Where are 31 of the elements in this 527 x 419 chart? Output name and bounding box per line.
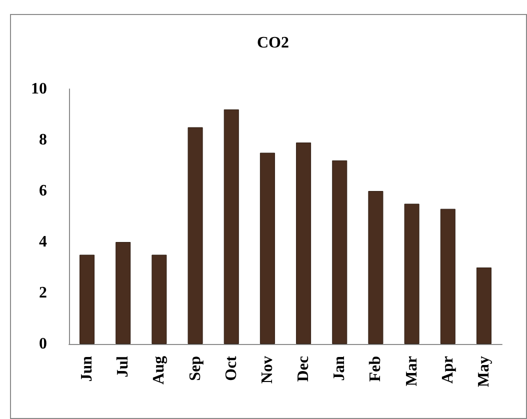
- x-tick-label: Aug: [150, 356, 168, 384]
- x-tick-label: Mar: [403, 356, 420, 386]
- bar: [80, 254, 95, 344]
- y-tick-label: 8: [39, 132, 47, 148]
- bar: [332, 160, 348, 344]
- x-tick-label: Jul: [114, 355, 132, 378]
- x-tick-label: Sep: [186, 356, 204, 381]
- x-tick-label: Nov: [258, 356, 276, 384]
- chart-title: CO2: [257, 34, 289, 52]
- bar: [368, 191, 384, 344]
- bar: [152, 254, 167, 344]
- x-tick-label: Dec: [295, 356, 312, 382]
- y-tick-label: 10: [31, 80, 47, 98]
- x-tick-label: May: [475, 356, 492, 388]
- bar: [476, 268, 492, 344]
- x-tick-label: Jan: [331, 356, 348, 381]
- bar: [116, 242, 131, 344]
- y-tick-label: 4: [39, 234, 47, 250]
- bar: [404, 204, 420, 344]
- x-tick-label: Apr: [439, 356, 456, 384]
- y-tick-label: 0: [39, 336, 47, 352]
- bar: [188, 127, 203, 344]
- bar: [260, 152, 275, 344]
- bar: [440, 208, 456, 344]
- x-tick-label: Feb: [367, 356, 384, 382]
- bar: [296, 142, 312, 344]
- x-tick-label: Oct: [222, 355, 240, 381]
- x-tick-label: Jun: [78, 356, 96, 382]
- y-tick-label: 2: [39, 284, 47, 302]
- y-tick-label: 6: [39, 182, 47, 200]
- bar: [224, 109, 239, 344]
